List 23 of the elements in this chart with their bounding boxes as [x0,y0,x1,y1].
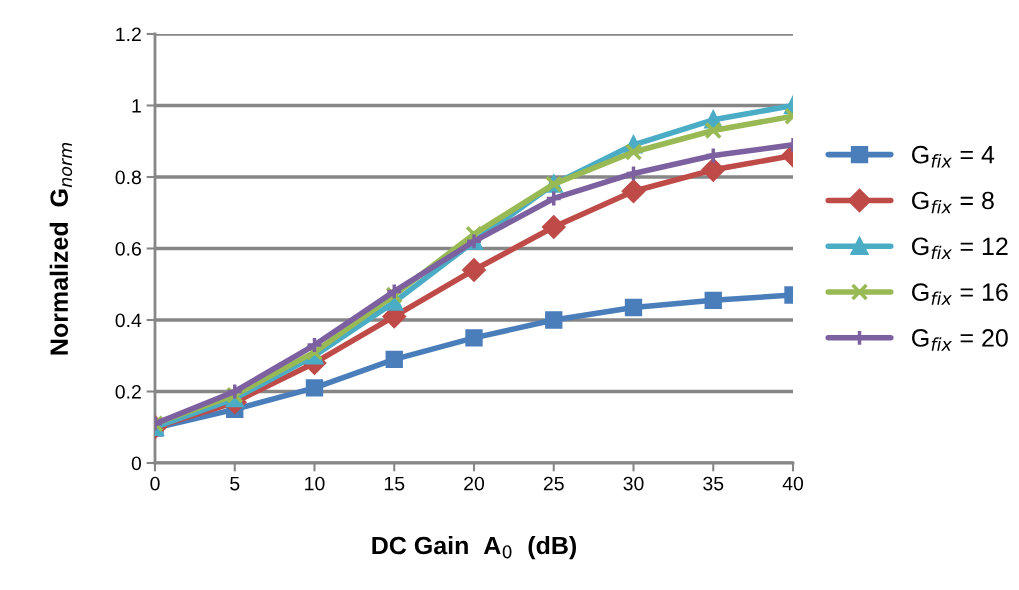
x-tick-label: 35 [703,476,724,491]
x-tick-label: 0 [150,476,160,491]
y-tick-label: 0.8 [115,170,141,185]
y-tick-label: 1.2 [116,27,141,42]
y-tick-label: 0.2 [115,384,141,399]
legend-label: G$_{fix}$ = 12 [912,237,1008,260]
x-tick-label: 25 [543,476,564,491]
y-tick-label: 1 [132,99,141,113]
x-tick-label: 10 [305,476,325,491]
y-tick-label: 0 [131,456,142,471]
x-tick-label: 40 [782,476,804,491]
y-tick-label: 0.6 [115,241,141,256]
legend-label: G$_{fix}$ = 16 [912,283,1008,305]
x-axis-title: DC Gain A$_{0}$ (dB) [372,535,576,560]
x-tick-label: 5 [230,476,240,491]
y-tick-label: 0.4 [115,313,142,328]
legend-label: G$_{fix}$ = 8 [912,191,994,214]
legend-label: G$_{fix}$ = 20 [912,329,1008,351]
x-tick-label: 20 [464,476,485,491]
x-tick-label: 15 [384,476,405,491]
legend-label: G$_{fix}$ = 4 [912,145,995,168]
x-tick-label: 30 [623,476,644,491]
y-axis-title: Normalized G$_{norm}$ [49,142,73,355]
